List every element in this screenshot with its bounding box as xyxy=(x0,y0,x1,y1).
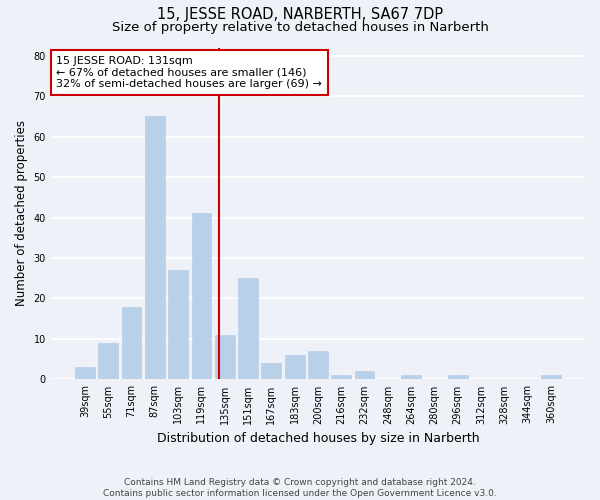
Y-axis label: Number of detached properties: Number of detached properties xyxy=(15,120,28,306)
Bar xyxy=(168,270,188,380)
Bar xyxy=(145,116,165,380)
Bar xyxy=(262,363,281,380)
Bar xyxy=(541,376,561,380)
Bar xyxy=(191,214,211,380)
Bar xyxy=(448,376,467,380)
Bar xyxy=(308,351,328,380)
Text: Size of property relative to detached houses in Narberth: Size of property relative to detached ho… xyxy=(112,21,488,34)
Bar xyxy=(401,376,421,380)
Bar xyxy=(98,343,118,380)
Text: Contains HM Land Registry data © Crown copyright and database right 2024.
Contai: Contains HM Land Registry data © Crown c… xyxy=(103,478,497,498)
Text: 15, JESSE ROAD, NARBERTH, SA67 7DP: 15, JESSE ROAD, NARBERTH, SA67 7DP xyxy=(157,8,443,22)
Text: 15 JESSE ROAD: 131sqm
← 67% of detached houses are smaller (146)
32% of semi-det: 15 JESSE ROAD: 131sqm ← 67% of detached … xyxy=(56,56,322,89)
Bar xyxy=(238,278,258,380)
X-axis label: Distribution of detached houses by size in Narberth: Distribution of detached houses by size … xyxy=(157,432,479,445)
Bar xyxy=(215,335,235,380)
Bar xyxy=(331,376,351,380)
Bar xyxy=(285,355,305,380)
Bar xyxy=(75,368,95,380)
Bar xyxy=(355,372,374,380)
Bar xyxy=(122,306,142,380)
